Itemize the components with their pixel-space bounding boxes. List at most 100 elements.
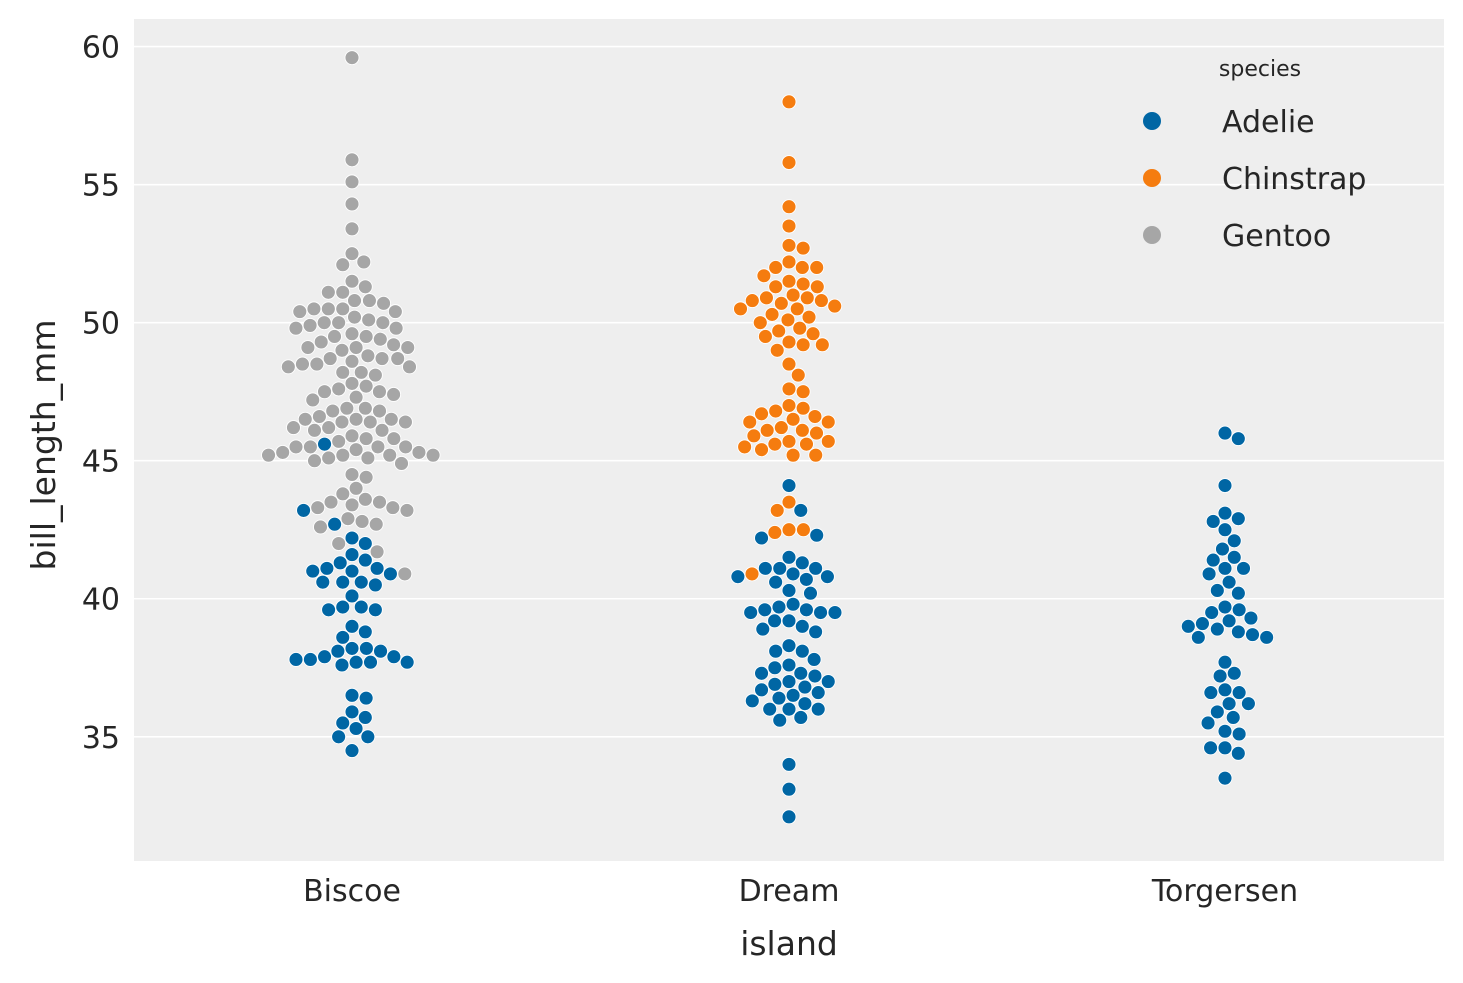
swarm-point-adelie-dream — [754, 665, 769, 681]
swarm-point-adelie-torgersen — [1243, 610, 1259, 626]
swarm-point-adelie-dream — [819, 569, 835, 585]
swarm-point-chinstrap-dream — [820, 433, 836, 449]
swarm-point-adelie-torgersen — [1194, 616, 1210, 632]
swarm-point-gentoo-biscoe — [327, 329, 342, 344]
swarm-point-gentoo-biscoe — [402, 359, 417, 375]
swarm-point-adelie-biscoe — [344, 687, 360, 703]
swarm-point-gentoo-biscoe — [397, 414, 413, 430]
swarm-point-adelie-dream — [813, 605, 829, 620]
swarm-point-adelie-dream — [827, 605, 843, 620]
swarm-point-chinstrap-dream — [809, 260, 825, 275]
swarm-point-adelie-biscoe — [344, 704, 360, 720]
swarm-point-gentoo-biscoe — [335, 301, 351, 317]
swarm-point-adelie-dream — [772, 560, 788, 576]
swarm-point-adelie-torgersen — [1217, 478, 1233, 494]
swarm-point-gentoo-biscoe — [344, 221, 360, 237]
swarm-point-gentoo-biscoe — [325, 403, 341, 419]
swarm-point-gentoo-biscoe — [344, 273, 360, 289]
swarm-point-gentoo-biscoe — [331, 315, 347, 331]
swarm-point-gentoo-biscoe — [411, 444, 427, 460]
swarm-point-gentoo-biscoe — [362, 414, 378, 430]
swarm-point-chinstrap-dream — [805, 326, 821, 342]
swarm-point-adelie-biscoe — [288, 652, 304, 667]
swarm-point-adelie-torgersen — [1225, 709, 1241, 725]
swarm-point-adelie-dream — [768, 574, 784, 590]
swarm-point-gentoo-biscoe — [335, 257, 351, 273]
swarm-point-chinstrap-dream — [752, 315, 768, 331]
swarm-point-adelie-dream — [757, 560, 773, 576]
swarm-point-adelie-biscoe — [330, 643, 346, 659]
swarm-point-gentoo-biscoe — [321, 420, 337, 436]
swarm-point-adelie-dream — [785, 566, 801, 582]
swarm-point-adelie-biscoe — [386, 649, 402, 665]
swarm-point-adelie-dream — [806, 652, 822, 667]
swarm-point-adelie-torgersen — [1245, 627, 1260, 643]
swarm-point-chinstrap-dream — [809, 425, 824, 441]
swarm-point-chinstrap-dream — [759, 422, 775, 438]
swarm-point-adelie-dream — [781, 549, 797, 565]
swarm-point-adelie-dream — [797, 696, 813, 712]
swarm-point-adelie-biscoe — [353, 574, 369, 590]
swarm-point-gentoo-biscoe — [344, 246, 360, 262]
swarm-point-gentoo-biscoe — [397, 566, 413, 582]
swarm-point-gentoo-biscoe — [390, 351, 406, 367]
swarm-point-gentoo-biscoe — [361, 312, 377, 328]
swarm-point-chinstrap-dream — [781, 254, 797, 270]
swarm-point-chinstrap-dream — [737, 439, 753, 455]
swarm-point-gentoo-biscoe — [320, 301, 336, 317]
swarm-point-adelie-torgersen — [1217, 723, 1233, 739]
swarm-point-chinstrap-dream — [773, 420, 789, 436]
swarm-point-adelie-dream — [743, 605, 759, 620]
swarm-point-adelie-torgersen — [1230, 624, 1246, 640]
swarm-point-chinstrap-dream — [809, 279, 825, 295]
x-tick-label: Biscoe — [303, 874, 401, 909]
swarm-point-adelie-biscoe — [367, 602, 383, 618]
swarm-point-adelie-torgersen — [1212, 668, 1228, 684]
swarm-point-adelie-dream — [757, 602, 773, 618]
swarm-point-adelie-biscoe — [344, 743, 360, 759]
swarm-point-adelie-dream — [767, 613, 783, 629]
swarm-point-chinstrap-dream — [789, 301, 805, 317]
swarm-point-adelie-biscoe — [360, 729, 376, 745]
swarm-point-adelie-torgersen — [1190, 629, 1206, 645]
swarm-point-gentoo-biscoe — [394, 456, 409, 471]
swarm-point-chinstrap-dream — [781, 494, 797, 510]
swarm-point-adelie-biscoe — [357, 709, 373, 725]
swarm-point-gentoo-biscoe — [288, 439, 304, 455]
swarm-point-gentoo-biscoe — [374, 351, 390, 367]
swarm-point-gentoo-biscoe — [361, 293, 377, 309]
swarm-point-chinstrap-dream — [795, 522, 811, 538]
swarm-point-adelie-torgersen — [1217, 740, 1233, 756]
swarm-point-adelie-torgersen — [1200, 715, 1216, 731]
swarm-point-adelie-torgersen — [1230, 431, 1246, 447]
swarm-point-adelie-torgersen — [1217, 425, 1233, 441]
swarm-point-adelie-dream — [771, 690, 787, 706]
swarm-point-gentoo-biscoe — [374, 422, 390, 438]
swarm-point-adelie-dream — [785, 596, 801, 612]
swarm-point-gentoo-biscoe — [376, 295, 392, 311]
swarm-point-gentoo-biscoe — [344, 375, 360, 391]
swarm-point-gentoo-biscoe — [323, 494, 339, 510]
swarm-point-adelie-biscoe — [367, 577, 383, 593]
data-points — [261, 50, 1275, 825]
swarm-point-adelie-torgersen — [1231, 602, 1247, 618]
swarm-point-adelie-biscoe — [358, 640, 374, 656]
swarm-point-gentoo-biscoe — [347, 309, 362, 325]
x-tick-label: Dream — [739, 874, 840, 909]
swarm-point-adelie-dream — [808, 624, 824, 640]
y-tick-label: 45 — [82, 445, 120, 480]
y-tick-label: 35 — [82, 721, 120, 756]
swarm-point-gentoo-biscoe — [322, 351, 338, 367]
y-tick-label: 55 — [82, 169, 120, 204]
swarm-point-adelie-biscoe — [344, 547, 360, 563]
swarm-point-gentoo-biscoe — [317, 384, 332, 400]
swarm-point-adelie-torgersen — [1236, 560, 1251, 576]
swarm-point-gentoo-biscoe — [286, 420, 301, 436]
swarm-point-gentoo-biscoe — [354, 513, 370, 529]
swarm-point-chinstrap-dream — [781, 522, 797, 538]
legend: species Adelie Chinstrap Gentoo — [1143, 57, 1366, 254]
x-tick-labels: Biscoe Dream Torgersen — [303, 874, 1298, 909]
swarm-point-adelie-dream — [803, 585, 818, 601]
swarm-point-adelie-torgersen — [1217, 770, 1233, 786]
